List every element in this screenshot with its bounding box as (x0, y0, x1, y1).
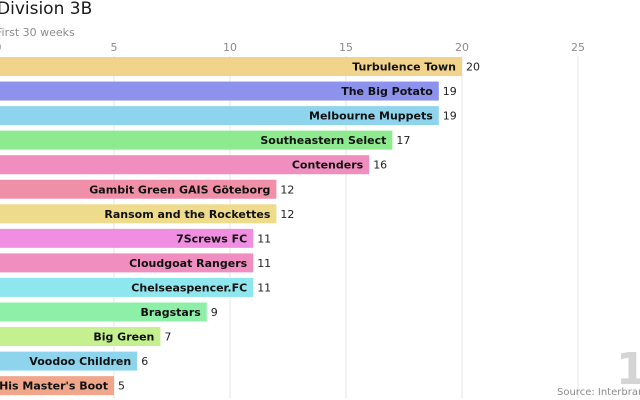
bar-group: Big Green 7 (0, 327, 171, 347)
bar (0, 228, 254, 248)
bar-group: Contenders 16 (0, 155, 387, 175)
bar-value-label: 16 (373, 159, 387, 172)
bar-group: Southeastern Select 17 (0, 130, 410, 150)
bar (0, 302, 207, 322)
bar (0, 57, 462, 76)
bar (0, 204, 277, 224)
bar-value-label: 19 (443, 85, 457, 98)
bar-group: The Big Potato 19 (0, 81, 457, 101)
bar (0, 253, 254, 273)
bar-group: His Master's Boot 5 (0, 376, 125, 396)
bar (0, 376, 114, 396)
bar-category-label: Melbourne Muppets (309, 110, 433, 123)
bar-group: Turbulence Town 20 (0, 57, 480, 76)
bar-group: Bragstars 9 (0, 302, 218, 322)
bar-value-label: 12 (280, 183, 294, 196)
bar-group: Voodoo Children 6 (0, 351, 148, 371)
bar-value-label: 11 (257, 232, 271, 245)
bar (0, 351, 138, 371)
bar-category-label: Cloudgoat Rangers (129, 257, 248, 270)
bar (0, 81, 439, 101)
x-tick-label: 5 (111, 41, 118, 54)
bar-value-label: 11 (257, 257, 271, 270)
bar-group: 7Screws FC 11 (0, 228, 271, 248)
bar (0, 327, 161, 347)
bar-category-label: Turbulence Town (352, 61, 456, 74)
bar-category-label: Gambit Green GAIS Göteborg (89, 183, 270, 196)
chart-subtitle: First 30 weeks (0, 26, 75, 39)
bar-value-label: 17 (396, 134, 410, 147)
bar-category-label: His Master's Boot (0, 380, 108, 393)
bar-value-label: 11 (257, 281, 271, 294)
bar-category-label: Chelseaspencer.FC (131, 281, 247, 294)
bar-group: Cloudgoat Rangers 11 (0, 253, 271, 273)
x-tick-label: 10 (223, 41, 237, 54)
bar-value-label: 20 (466, 61, 480, 74)
source-note: Source: Interbrand (557, 387, 640, 398)
chart-title: Division 3B (0, 0, 93, 19)
bar-value-label: 5 (118, 380, 125, 393)
x-tick-label: 25 (571, 41, 585, 54)
bar-category-label: 7Screws FC (176, 232, 247, 245)
bar-value-label: 19 (443, 110, 457, 123)
bar-category-label: Voodoo Children (29, 355, 131, 368)
bar-category-label: Big Green (93, 331, 154, 344)
corner-period-label: 1 (616, 344, 640, 395)
x-tick-label: 20 (455, 41, 469, 54)
bar-category-label: Contenders (292, 159, 364, 172)
bar-group: Gambit Green GAIS Göteborg 12 (0, 179, 294, 199)
bar (0, 277, 254, 297)
bar-value-label: 6 (141, 355, 148, 368)
x-tick-label: 15 (339, 41, 353, 54)
bar (0, 130, 393, 150)
bar-category-label: Ransom and the Rockettes (104, 208, 270, 221)
bar-value-label: 12 (280, 208, 294, 221)
bar-value-label: 9 (211, 306, 218, 319)
bar (0, 155, 370, 175)
bar-group: Ransom and the Rockettes 12 (0, 204, 294, 224)
bar-category-label: The Big Potato (341, 85, 433, 98)
bar-category-label: Southeastern Select (260, 134, 386, 147)
bar-group: Chelseaspencer.FC 11 (0, 277, 271, 297)
bar (0, 106, 439, 126)
x-tick-label: 0 (0, 41, 2, 54)
x-axis-ticks: 0 5 10 15 20 25 (0, 41, 585, 54)
bar-group: Melbourne Muppets 19 (0, 106, 457, 126)
bar-category-label: Bragstars (140, 306, 201, 319)
bar (0, 179, 277, 199)
bar-value-label: 7 (164, 331, 171, 344)
